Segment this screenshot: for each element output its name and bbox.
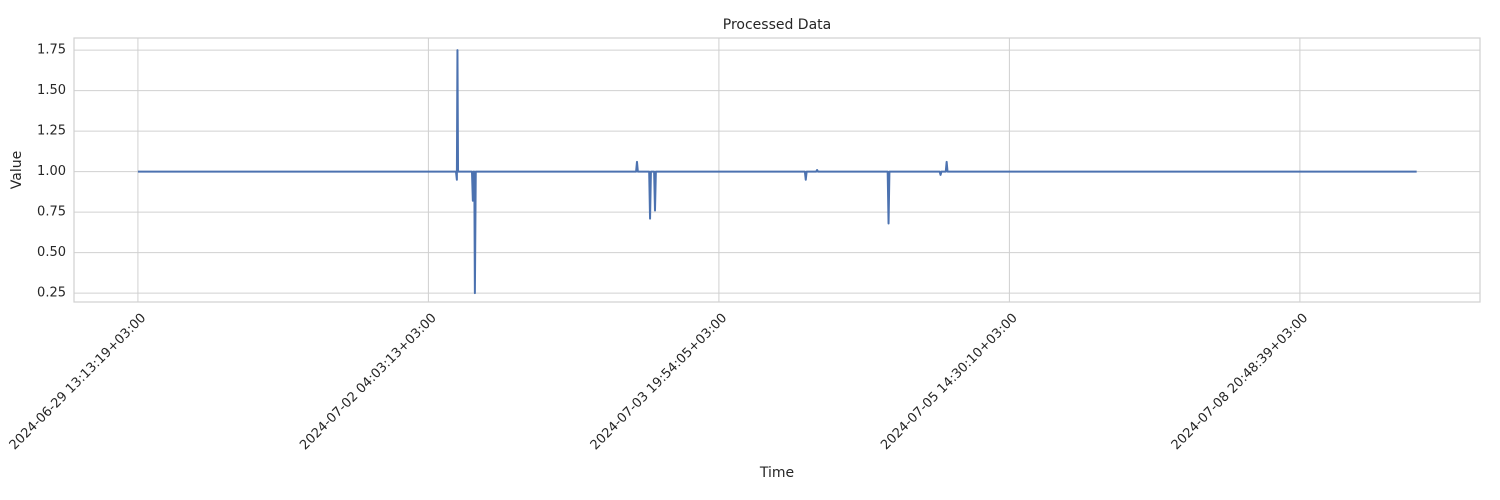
y-tick-label: 1.50: [37, 83, 66, 98]
plot-frame: [73, 37, 1481, 303]
y-tick-label: 1.25: [37, 124, 66, 139]
x-tick-label: 2024-07-05 14:30:10+03:00: [878, 311, 1020, 453]
chart-title: Processed Data: [723, 17, 832, 33]
x-tick-label: 2024-06-29 13:13:19+03:00: [7, 311, 149, 453]
y-tick-label: 0.25: [37, 286, 66, 301]
x-tick-label: 2024-07-03 19:54:05+03:00: [588, 311, 730, 453]
x-tick-label: 2024-07-02 04:03:13+03:00: [297, 311, 439, 453]
x-axis-label: Time: [759, 465, 794, 481]
line-series: [137, 49, 1417, 295]
y-tick-label: 0.75: [37, 205, 66, 220]
x-tick-label: 2024-07-08 20:48:39+03:00: [1169, 311, 1311, 453]
y-axis-label: Value: [9, 151, 25, 189]
y-tick-label: 0.50: [37, 245, 66, 260]
y-tick-label: 1.75: [37, 43, 66, 58]
y-tick-label: 1.00: [37, 164, 66, 179]
